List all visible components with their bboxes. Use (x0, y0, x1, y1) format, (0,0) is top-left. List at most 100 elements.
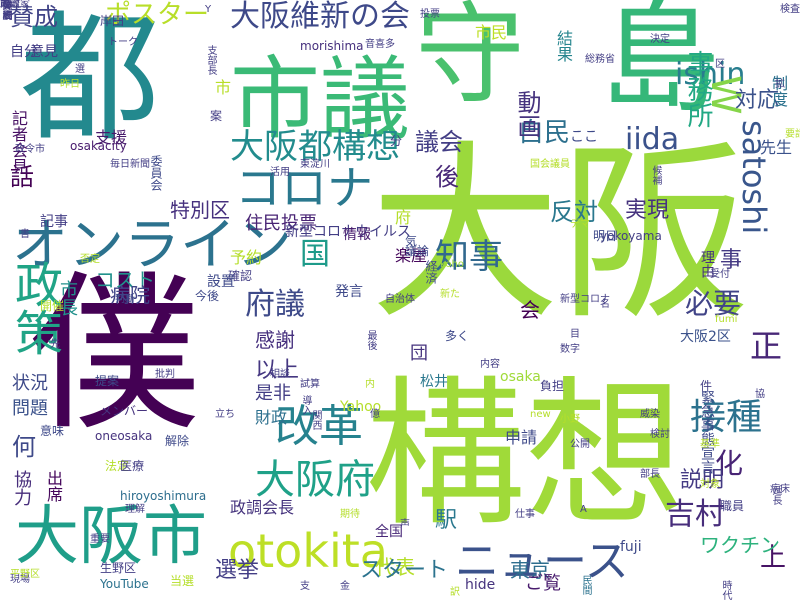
word-cloud-word: 賛成 (10, 3, 58, 31)
word-cloud-word: 確認 (228, 269, 253, 283)
word-cloud-word: 先生 (760, 138, 793, 157)
word-cloud-word: 医療 (120, 459, 145, 473)
word-cloud-word: 正 (750, 327, 783, 365)
word-cloud-word: 小野 (560, 414, 580, 425)
word-cloud-word: 現場 (10, 574, 30, 585)
word-cloud-word: otokita (228, 524, 388, 578)
word-cloud-word: 受付 (710, 269, 730, 280)
word-cloud-word: 支 (300, 581, 310, 592)
word-cloud-word: 実現 (625, 198, 670, 223)
word-cloud-word: 意味 (40, 424, 65, 438)
word-cloud-word: 以上 (255, 358, 300, 383)
word-cloud-word: 気 (405, 234, 418, 248)
word-cloud-word: 記事 (40, 214, 68, 230)
word-cloud-word: 質問 (0, 0, 11, 20)
word-cloud-word: A (580, 504, 587, 515)
word-cloud-word: 大阪市 (15, 500, 207, 574)
word-cloud-word: トーク (108, 37, 138, 48)
word-cloud-word: 導入 (300, 395, 311, 415)
word-cloud-word: 大阪都構想 (230, 127, 400, 167)
word-cloud-word: 発言 (335, 284, 363, 300)
word-cloud-word: 知事 (435, 237, 503, 277)
word-cloud-word: 力 (0, 0, 10, 10)
word-cloud-word: 対応 (735, 88, 780, 113)
word-cloud-word: 今後 (195, 289, 220, 303)
word-cloud-word: 新た (440, 289, 460, 300)
word-cloud-word: 試算 (300, 379, 320, 390)
word-cloud-word: 件 (700, 379, 713, 393)
word-cloud-word: 発表 (0, 0, 11, 20)
word-cloud-word: 解除 (165, 434, 190, 448)
word-cloud-word: 自民 (518, 118, 571, 148)
word-cloud-word: morishima (300, 39, 364, 53)
word-cloud-word: 支援 (95, 128, 128, 147)
word-cloud-word: 楽屋 (395, 246, 428, 265)
word-cloud-word: 団 (410, 343, 428, 364)
word-cloud-word: 市 (215, 78, 232, 97)
word-cloud-word: 反対 (550, 198, 598, 226)
word-cloud-word: 毎日新聞 (110, 159, 150, 170)
word-cloud-word: 松井 (420, 374, 448, 390)
word-cloud-word: 多く (445, 329, 470, 343)
word-cloud-word: 代表 (375, 555, 415, 579)
word-cloud-word: 目 (570, 329, 580, 340)
word-cloud-word: 病院 (110, 283, 150, 307)
word-cloud-word: 病床 (770, 484, 790, 495)
word-cloud-word: 否定 (80, 254, 100, 265)
word-cloud-word: 協 (755, 389, 765, 400)
word-cloud-word: 化 (715, 447, 744, 480)
word-cloud-word: 何 (12, 433, 36, 461)
word-cloud-word: 期待 (340, 509, 360, 520)
word-cloud-word: 設置 (207, 274, 235, 290)
word-cloud-word: 構想 (365, 361, 686, 548)
word-cloud-word: 拡 (775, 79, 785, 90)
word-cloud-word: 駅 (435, 508, 458, 533)
word-cloud-word: 案 (210, 109, 223, 123)
word-cloud-word: オンライン (12, 213, 292, 278)
word-cloud-word: fuji (620, 539, 642, 555)
word-cloud-word: 住民投票 (245, 213, 317, 234)
word-cloud-word: 岸田 (100, 14, 125, 28)
word-cloud-word: 選挙 (215, 558, 260, 583)
word-cloud-word: 市議 (230, 47, 410, 152)
word-cloud-word: 感謝 (255, 328, 295, 352)
word-cloud-word: fumi (715, 314, 738, 325)
word-cloud-word: 大阪府 (255, 457, 375, 503)
word-cloud-word: 内容 (480, 359, 500, 370)
word-cloud-word: Y (205, 4, 212, 15)
word-cloud-word: デマ (570, 219, 590, 230)
word-cloud-word: 理由 (699, 250, 715, 278)
word-cloud-word: 必要 (685, 287, 742, 320)
word-cloud-word: 民間 (580, 575, 591, 595)
word-cloud-word: 会 (520, 298, 540, 322)
word-cloud-word: 延長 (770, 485, 781, 505)
word-cloud-word: コスト (95, 268, 155, 292)
word-cloud-word: 時代 (720, 580, 731, 600)
word-cloud-word: コロナ (235, 161, 373, 215)
word-cloud-word: 威染 (640, 409, 660, 420)
word-cloud-word: 市長 (57, 280, 78, 316)
word-cloud-word: 支部長 (205, 45, 216, 75)
word-cloud-word: 理解 (125, 504, 145, 515)
word-cloud-word: 事 (720, 248, 743, 273)
word-cloud-word: 結果 (554, 30, 573, 62)
word-cloud-word: 全国 (375, 524, 403, 540)
word-cloud-word: osaka (500, 369, 541, 385)
word-cloud-word: new (530, 409, 551, 420)
word-cloud-word: 批判 (155, 369, 175, 380)
word-cloud-word: 府 (395, 208, 412, 227)
word-cloud-word: 後 (435, 163, 459, 191)
word-cloud-word: hide (465, 577, 496, 593)
word-cloud-word: 音喜多 (365, 39, 395, 50)
word-cloud-word: ご覧 (525, 573, 561, 594)
word-cloud-word: W (702, 75, 748, 115)
word-cloud-word: 法定 (105, 459, 130, 473)
word-cloud-word: 記者会見 (9, 110, 28, 174)
word-cloud-word: 制度 (769, 75, 788, 107)
word-cloud-word: 負担 (540, 379, 565, 393)
word-cloud-word: 財政 (255, 408, 288, 427)
word-cloud-word: Yahoo (340, 399, 382, 415)
word-cloud-word: 基準 (700, 439, 720, 450)
word-cloud-word: 公開 (570, 439, 590, 450)
